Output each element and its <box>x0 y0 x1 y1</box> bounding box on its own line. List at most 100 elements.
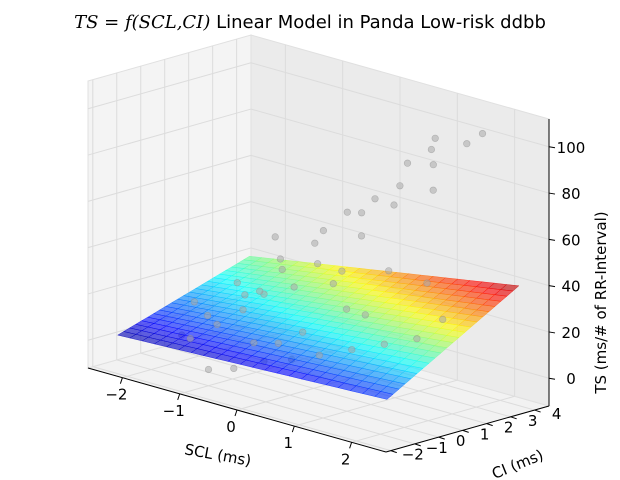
scatter-points-front <box>186 130 487 359</box>
x-axis-label: SCL (ms) <box>183 440 252 469</box>
z-tick-label: 100 <box>557 139 586 157</box>
scatter-point <box>478 130 487 138</box>
scatter-point <box>439 315 447 324</box>
scatter-point <box>311 239 319 247</box>
z-axis-label: TS (ms/# of RR-Interval) <box>592 211 610 394</box>
y-tick-mark <box>510 416 517 420</box>
x-tick-mark <box>119 377 123 384</box>
scatter-point <box>250 339 258 347</box>
scatter-point <box>314 260 322 268</box>
scatter-point <box>429 186 437 194</box>
grid-line-x <box>351 395 515 443</box>
grid-line-z <box>250 201 550 287</box>
z-tick-label: 0 <box>566 370 576 388</box>
scatter-point <box>241 291 249 299</box>
grid-line-y <box>140 352 439 438</box>
x-tick-mark <box>291 425 295 433</box>
z-tick-label: 80 <box>561 185 580 203</box>
scatter-point <box>343 208 351 216</box>
grid-line-z <box>87 247 252 295</box>
z-tick-label: 40 <box>561 278 580 296</box>
scatter-point <box>274 339 282 347</box>
chart-title-text: Linear Model in Panda Low-risk ddbb <box>216 12 546 33</box>
scatter-point <box>357 232 366 240</box>
scatter-point <box>371 195 379 203</box>
scatter-point <box>271 233 279 241</box>
y-axis-line <box>385 405 550 453</box>
y-tick-label: 3 <box>528 412 538 430</box>
scatter-point <box>396 182 404 190</box>
scatter-point <box>463 140 471 148</box>
y-tick-label: 1 <box>480 425 490 443</box>
grid-line-y <box>164 345 463 431</box>
x-tick-label: 0 <box>226 418 236 436</box>
scatter-point <box>186 335 194 343</box>
x-tick-label: −2 <box>105 386 127 404</box>
x-tick-label: −1 <box>163 402 185 420</box>
z-tick-label: 60 <box>561 231 580 249</box>
scatter-point <box>190 298 198 306</box>
y-axis-label: CI (ms) <box>489 446 546 480</box>
surface-patch <box>374 391 394 400</box>
grid-line-y <box>92 366 391 452</box>
scatter-point <box>278 265 286 274</box>
grid-line-z <box>87 62 252 110</box>
grid-line-z <box>250 108 550 194</box>
scatter-point <box>256 287 264 295</box>
y-tick-mark <box>414 443 421 447</box>
scatter-point <box>204 365 213 374</box>
grid-line-x <box>294 379 458 427</box>
y-tick-mark <box>534 409 541 413</box>
scatter-point <box>319 227 328 235</box>
grid-line-z <box>250 154 550 240</box>
grid-line-z <box>250 62 550 148</box>
y-tick-mark <box>486 423 493 427</box>
scatter-point <box>380 340 388 348</box>
z-tick-mark <box>548 377 556 380</box>
x-tick-mark <box>177 393 181 401</box>
x-tick-mark <box>234 409 238 417</box>
scatter-point <box>276 255 285 263</box>
scatter-point <box>429 161 437 169</box>
scatter-point <box>230 364 238 373</box>
scatter-point <box>329 280 337 288</box>
z-tick-mark <box>548 285 556 288</box>
model-surface <box>117 255 520 400</box>
scatter-point <box>204 312 212 320</box>
grid-line-z <box>87 201 252 249</box>
scatter-point <box>403 159 412 167</box>
y-tick-label: −1 <box>426 439 448 457</box>
x-tick-mark <box>349 442 353 449</box>
z-tick-mark <box>548 331 556 334</box>
scatter-point <box>385 267 393 275</box>
scatter-point <box>423 279 431 287</box>
scatter-point <box>431 134 439 142</box>
y-tick-label: −2 <box>402 446 424 464</box>
y-tick-mark <box>462 429 469 433</box>
y-tick-label: 4 <box>552 405 562 423</box>
scatter-point <box>338 267 346 275</box>
z-tick-mark <box>548 192 556 195</box>
scatter-point <box>361 311 369 319</box>
z-tick-mark <box>548 238 556 241</box>
grid-line-y <box>116 359 415 445</box>
x-tick-label: 1 <box>284 434 294 452</box>
scatter-point <box>239 306 247 314</box>
scatter-point <box>358 209 366 217</box>
y-tick-label: 0 <box>456 432 466 450</box>
scatter-point <box>233 279 241 287</box>
scatter-point <box>390 201 398 209</box>
z-tick-label: 20 <box>561 324 580 342</box>
z-tick-mark <box>548 146 556 149</box>
chart-title-math: TS = f(SCL,CI) <box>74 12 211 33</box>
y-tick-label: 2 <box>504 419 514 437</box>
x-tick-label: 2 <box>341 450 351 468</box>
scatter-point <box>315 351 323 359</box>
scatter-point <box>213 320 221 329</box>
scatter-point <box>290 283 298 291</box>
y-tick-mark <box>390 450 397 454</box>
grid-line-z <box>87 108 252 156</box>
scatter-point <box>343 305 351 313</box>
